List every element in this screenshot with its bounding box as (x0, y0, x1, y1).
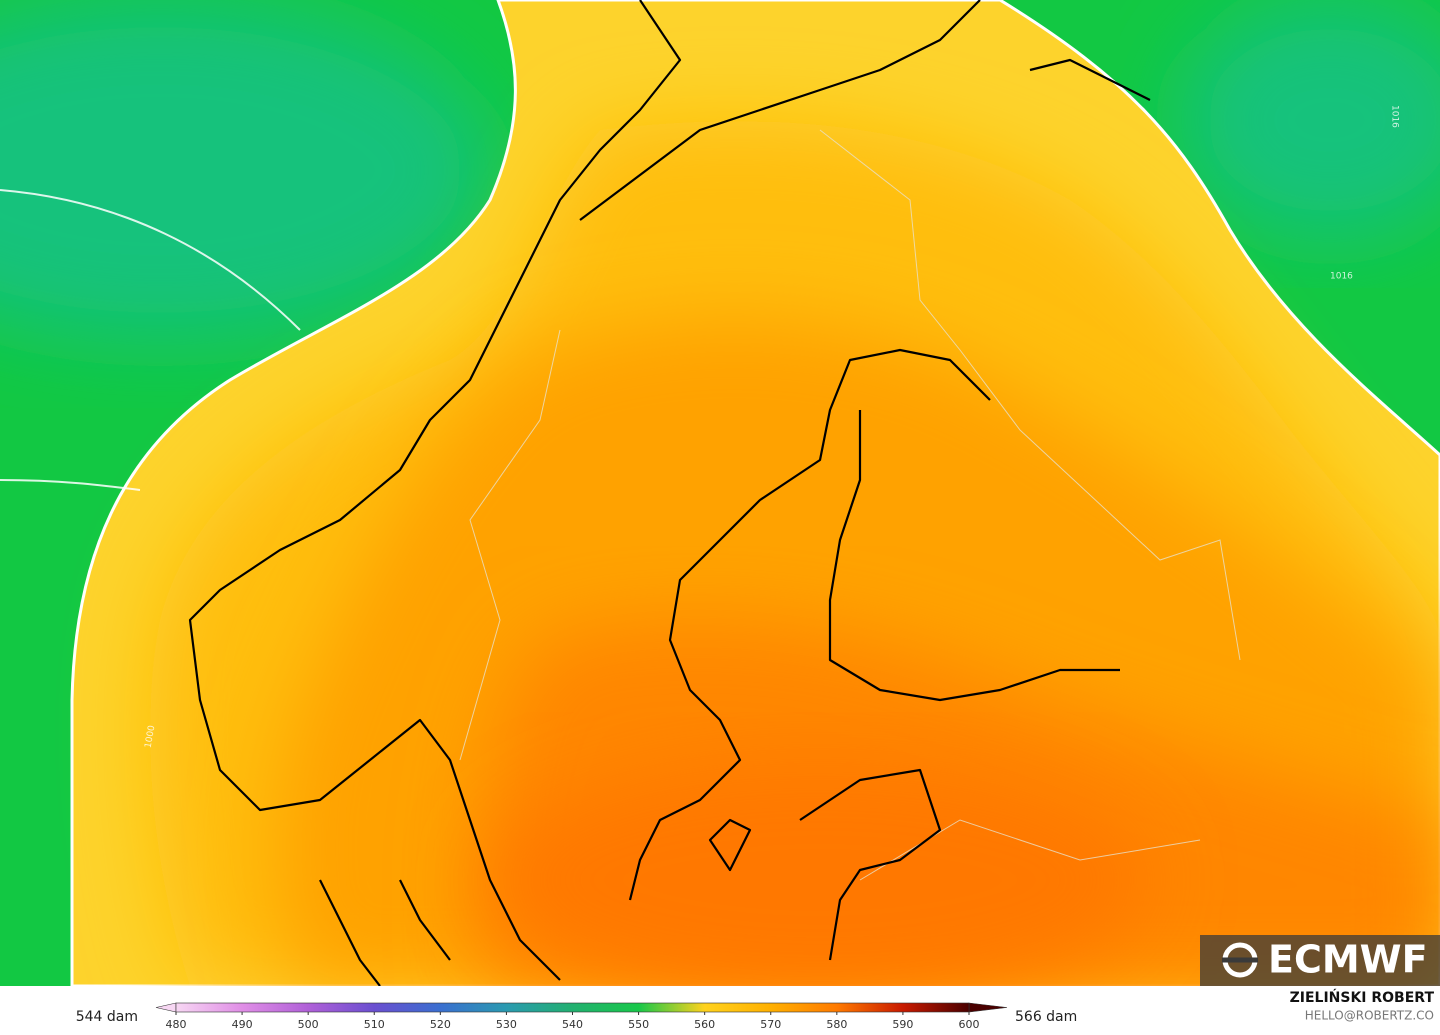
logo-icon (1222, 942, 1258, 978)
map: 1016 1016 1000 ECMWF (0, 0, 1440, 986)
border (459, 329, 561, 761)
colorbar-tick-label: 570 (760, 1018, 781, 1031)
colorbar-tick-label: 580 (826, 1018, 847, 1031)
colorbar-tick-label: 590 (892, 1018, 913, 1031)
colorbar-max-arrow (968, 1002, 1008, 1013)
colorbar-body (175, 1002, 970, 1013)
contour-label: 1000 (144, 724, 158, 749)
legend-min-label: 544 dam (76, 1009, 138, 1025)
baltic-coastline (799, 768, 942, 961)
coastline (188, 0, 682, 981)
deepest-orange-field (490, 760, 1150, 986)
colorbar-tick-label: 540 (562, 1018, 583, 1031)
gulf-coastline (828, 410, 1120, 702)
colorbar: 544 dam 566 dam 480 490 500 510 520 530 540 550… (76, 1002, 1077, 1031)
teal-field (1180, 0, 1440, 240)
colorbar-tick-label: 510 (364, 1018, 385, 1031)
credit-email: HELLO@ROBERTZ.CO (1305, 1009, 1434, 1023)
colorbar-tick-label: 560 (694, 1018, 715, 1031)
logo-text: ECMWF (1268, 938, 1428, 982)
colorbar-tick-label: 500 (298, 1018, 319, 1031)
coastline (1029, 58, 1151, 101)
colorbar-tick-label: 530 (496, 1018, 517, 1031)
border (859, 819, 1201, 881)
colorbar-tick-label: 480 (166, 1018, 187, 1031)
isobar (0, 189, 301, 331)
colorbar-tick-label: 520 (430, 1018, 451, 1031)
contour-label: 1016 (1330, 272, 1353, 282)
colorbar-min-arrow (155, 1002, 177, 1013)
island (708, 818, 752, 872)
isobar (0, 479, 141, 491)
teal-field (0, 0, 490, 340)
border (819, 129, 1241, 661)
colorbar-tick-label: 490 (232, 1018, 253, 1031)
colorbar-tick-label: 600 (959, 1018, 980, 1031)
denmark-coastline (319, 879, 451, 986)
coastline (579, 0, 981, 221)
gulf-coastline (628, 348, 991, 901)
colorbar-tick-label: 550 (628, 1018, 649, 1031)
contour-label: 1016 (1390, 105, 1400, 128)
credit-name: ZIELIŃSKI ROBERT (1290, 988, 1435, 1006)
legend-max-label: 566 dam (1015, 1009, 1077, 1025)
